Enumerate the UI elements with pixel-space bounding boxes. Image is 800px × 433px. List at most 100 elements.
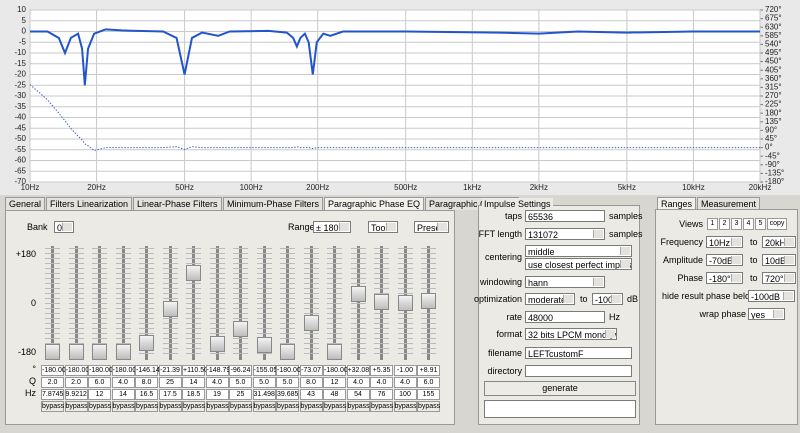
phase-field[interactable]: -146.14 (135, 365, 160, 376)
tab[interactable]: Minimum-Phase Filters (223, 197, 324, 210)
phase-field[interactable]: -21.39 (158, 365, 182, 376)
phase-field[interactable]: +110.50 (182, 365, 208, 376)
phase-field[interactable]: -1.00 (393, 365, 417, 376)
view-button[interactable]: 2 (719, 218, 730, 230)
q-field[interactable]: 14 (182, 377, 205, 388)
phase-field[interactable]: -180.00 (323, 365, 348, 376)
hz-field[interactable]: 7.8745 (41, 389, 64, 400)
bypass-button[interactable]: bypass (205, 401, 229, 412)
q-field[interactable]: 5.0 (252, 377, 276, 388)
hz-field[interactable]: 18.5 (182, 389, 205, 400)
view-button[interactable]: 4 (743, 218, 754, 230)
slider-knob[interactable] (327, 344, 342, 360)
q-field[interactable]: 4.0 (205, 377, 229, 388)
slider-knob[interactable] (186, 264, 201, 281)
bypass-button[interactable]: bypass (346, 401, 370, 412)
hz-field[interactable]: 14 (111, 389, 135, 400)
q-field[interactable]: 6.0 (417, 377, 440, 388)
select[interactable]: 10Hz (706, 236, 743, 248)
q-field[interactable]: 4.0 (393, 377, 417, 388)
slider-knob[interactable] (256, 337, 272, 354)
bypass-button[interactable]: bypass (182, 401, 206, 412)
bypass-button[interactable]: bypass (111, 401, 135, 412)
slider-knob[interactable] (280, 344, 295, 360)
phase-field[interactable]: -96.24 (229, 365, 252, 376)
q-field[interactable]: 5.0 (229, 377, 252, 388)
tab[interactable]: Paragraphic Phase EQ (324, 197, 425, 210)
q-field[interactable]: 5.0 (276, 377, 299, 388)
bypass-button[interactable]: bypass (276, 401, 300, 412)
hz-field[interactable]: 16.5 (135, 389, 158, 400)
hz-field[interactable]: 9.9212 (64, 389, 88, 400)
bypass-button[interactable]: bypass (417, 401, 441, 412)
copy-button[interactable]: copy (767, 218, 787, 230)
bypass-button[interactable]: bypass (88, 401, 112, 412)
q-field[interactable]: 2.0 (64, 377, 88, 388)
phase-field[interactable]: -180.00 (64, 365, 90, 376)
hz-field[interactable]: 54 (346, 389, 370, 400)
bypass-button[interactable]: bypass (229, 401, 253, 412)
q-field[interactable]: 4.0 (111, 377, 135, 388)
bypass-button[interactable]: bypass (41, 401, 65, 412)
select[interactable]: 03 (54, 221, 74, 233)
tab[interactable]: Linear-Phase Filters (133, 197, 222, 210)
tab[interactable]: Filters Linearization (46, 197, 133, 210)
select[interactable]: 10dB (762, 254, 796, 266)
hz-field[interactable]: 43 (299, 389, 323, 400)
select[interactable]: middle (525, 245, 632, 257)
hz-field[interactable]: 48 (323, 389, 346, 400)
select[interactable]: -100 (592, 293, 623, 305)
phase-field[interactable]: -180.00 (41, 365, 66, 376)
slider-knob[interactable] (421, 292, 436, 309)
phase-field[interactable]: -155.05 (252, 365, 278, 376)
select[interactable]: -70dB (706, 254, 743, 266)
select[interactable]: 20kHz (762, 236, 796, 248)
slider-knob[interactable] (350, 286, 366, 303)
hz-field[interactable]: 19 (205, 389, 229, 400)
q-field[interactable]: 6.0 (88, 377, 111, 388)
field[interactable]: 48000 (525, 311, 605, 323)
phase-field[interactable]: -180.00 (276, 365, 301, 376)
phase-field[interactable]: +32.08 (346, 365, 370, 376)
q-field[interactable]: 12 (323, 377, 346, 388)
hz-field[interactable]: 76 (370, 389, 393, 400)
select[interactable]: -100dB (748, 290, 795, 302)
bypass-button[interactable]: bypass (158, 401, 182, 412)
directory-field[interactable] (525, 365, 632, 377)
select[interactable]: yes (748, 308, 785, 320)
slider-knob[interactable] (68, 344, 84, 360)
hz-field[interactable]: 100 (393, 389, 417, 400)
hz-field[interactable]: 155 (417, 389, 440, 400)
generate-button[interactable]: generate (484, 381, 636, 396)
hz-field[interactable]: 17.5 (158, 389, 182, 400)
select[interactable]: 131072 (525, 228, 605, 240)
select[interactable]: 32 bits LPCM mono (.wav) (525, 328, 617, 340)
hz-field[interactable]: 39.685 (276, 389, 299, 400)
bypass-button[interactable]: bypass (252, 401, 276, 412)
slider-knob[interactable] (374, 293, 389, 310)
field[interactable]: LEFTcustomF (525, 347, 632, 359)
phase-field[interactable]: -180.00 (88, 365, 113, 376)
field[interactable]: 65536 (525, 210, 605, 222)
phase-field[interactable]: +5.35 (370, 365, 393, 376)
q-field[interactable]: 8.0 (135, 377, 158, 388)
view-button[interactable]: 1 (707, 218, 718, 230)
hz-field[interactable]: 25 (229, 389, 252, 400)
tab[interactable]: Measurement (697, 197, 761, 209)
menu[interactable]: Presets (414, 221, 449, 233)
bypass-button[interactable]: bypass (299, 401, 323, 412)
select[interactable]: moderate (525, 293, 575, 305)
tab[interactable]: General (5, 197, 46, 210)
slider-knob[interactable] (209, 335, 225, 352)
slider-knob[interactable] (233, 321, 248, 338)
view-button[interactable]: 3 (731, 218, 742, 230)
q-field[interactable]: 2.0 (41, 377, 64, 388)
slider-knob[interactable] (45, 344, 60, 360)
q-field[interactable]: 25 (158, 377, 182, 388)
bypass-button[interactable]: bypass (64, 401, 88, 412)
select[interactable]: use closest perfect impulse (525, 258, 632, 270)
q-field[interactable]: 4.0 (370, 377, 393, 388)
q-field[interactable]: 4.0 (346, 377, 370, 388)
slider-knob[interactable] (139, 334, 154, 351)
bypass-button[interactable]: bypass (323, 401, 347, 412)
